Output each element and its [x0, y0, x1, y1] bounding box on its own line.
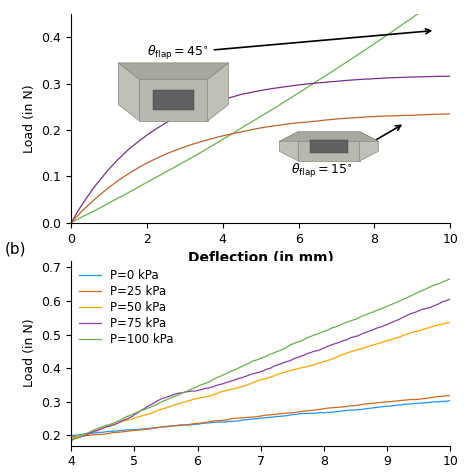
Line: P=0 kPa: P=0 kPa [71, 401, 450, 436]
Line: P=50 kPa: P=50 kPa [71, 322, 450, 439]
P=100 kPa [136, 409, 141, 415]
P=75 kPa [321, 345, 327, 351]
P=25 kPa [292, 410, 297, 416]
Polygon shape [153, 90, 194, 110]
Line: P=75 kPa: P=75 kPa [71, 299, 450, 441]
P=100 kPa [354, 316, 359, 322]
Polygon shape [118, 63, 139, 121]
Y-axis label: Load (in N): Load (in N) [23, 319, 36, 387]
Legend: P=0 kPa, P=25 kPa, P=50 kPa, P=75 kPa, P=100 kPa: P=0 kPa, P=25 kPa, P=50 kPa, P=75 kPa, P… [77, 266, 176, 348]
Polygon shape [280, 132, 378, 141]
P=75 kPa [447, 296, 453, 302]
P=50 kPa [136, 414, 141, 420]
P=75 kPa [136, 410, 141, 415]
P=25 kPa [136, 428, 141, 433]
P=0 kPa [68, 433, 74, 438]
P=100 kPa [240, 363, 246, 369]
P=50 kPa [321, 359, 327, 365]
P=25 kPa [240, 415, 246, 420]
Text: (b): (b) [5, 242, 26, 256]
Text: $\theta_{\rm flap}=45^{\circ}$: $\theta_{\rm flap}=45^{\circ}$ [147, 29, 430, 62]
P=100 kPa [447, 276, 453, 282]
P=75 kPa [68, 438, 74, 444]
Polygon shape [298, 132, 360, 161]
P=0 kPa [447, 398, 453, 403]
P=75 kPa [166, 394, 172, 400]
P=50 kPa [292, 366, 297, 372]
P=0 kPa [166, 423, 172, 429]
P=25 kPa [354, 402, 359, 408]
P=25 kPa [321, 406, 327, 411]
Polygon shape [310, 140, 348, 153]
P=100 kPa [166, 396, 172, 402]
Text: $\theta_{\rm flap}=15^{\circ}$: $\theta_{\rm flap}=15^{\circ}$ [291, 126, 401, 180]
Polygon shape [139, 79, 208, 121]
P=50 kPa [447, 319, 453, 325]
P=100 kPa [68, 438, 74, 443]
P=50 kPa [166, 404, 172, 410]
P=0 kPa [240, 417, 246, 423]
P=25 kPa [68, 434, 74, 440]
P=0 kPa [136, 427, 141, 432]
P=25 kPa [447, 393, 453, 399]
P=75 kPa [354, 333, 359, 339]
Polygon shape [280, 132, 298, 161]
P=50 kPa [354, 347, 359, 353]
Line: P=25 kPa: P=25 kPa [71, 396, 450, 437]
Y-axis label: Load (in N): Load (in N) [23, 84, 36, 153]
X-axis label: Deflection (in mm): Deflection (in mm) [188, 251, 334, 265]
P=0 kPa [354, 407, 359, 413]
P=0 kPa [292, 411, 297, 417]
Polygon shape [118, 63, 228, 79]
P=50 kPa [68, 436, 74, 442]
Polygon shape [208, 63, 228, 121]
Line: P=100 kPa: P=100 kPa [71, 279, 450, 440]
P=75 kPa [240, 374, 246, 380]
Polygon shape [360, 132, 378, 161]
P=100 kPa [292, 340, 297, 346]
P=50 kPa [240, 383, 246, 389]
P=25 kPa [166, 424, 172, 429]
P=75 kPa [292, 356, 297, 361]
P=0 kPa [321, 410, 327, 416]
P=100 kPa [321, 328, 327, 334]
